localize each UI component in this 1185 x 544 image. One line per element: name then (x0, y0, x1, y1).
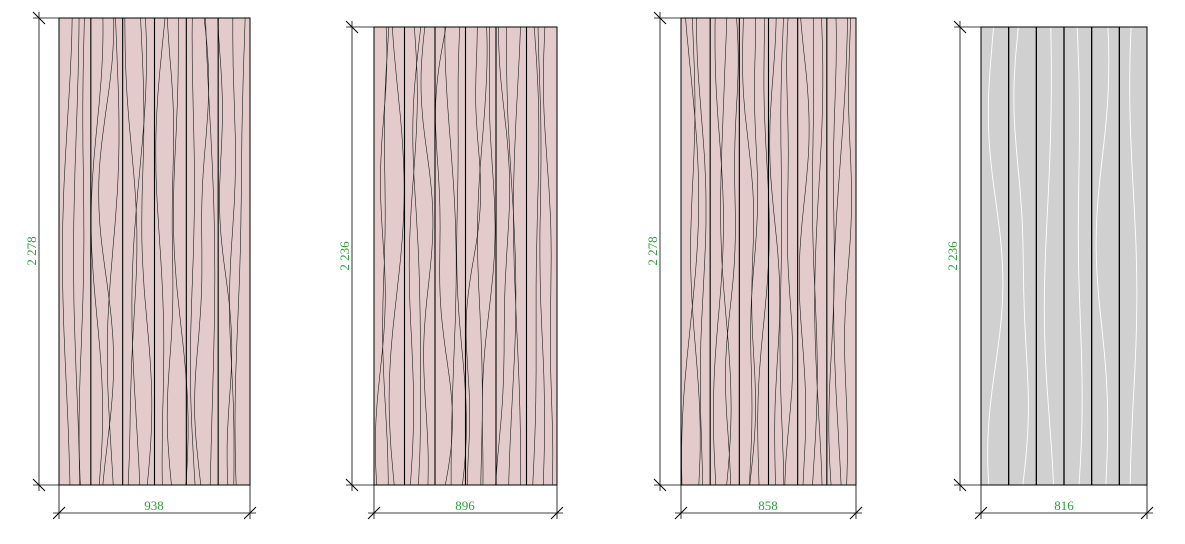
panel-3-outline (680, 17, 857, 486)
grain-line (234, 18, 246, 485)
panel-2: 2 236 896 (337, 20, 564, 520)
grain-line (681, 18, 699, 485)
grain-line (465, 27, 482, 485)
grain-line (690, 18, 701, 485)
grain-line (205, 18, 216, 485)
panel-4: 2 236 816 (945, 20, 1154, 520)
panel-4-height-label: 2 236 (945, 241, 960, 271)
grain-line (1129, 27, 1138, 485)
panel-4-width-label: 816 (1054, 498, 1074, 513)
grain-line (173, 18, 189, 485)
panel-1-height-dimension: 2 278 (24, 11, 59, 492)
panel-1-width-label: 938 (144, 498, 164, 513)
panel-4-width-dimension: 816 (974, 485, 1154, 520)
grain-line (388, 27, 405, 485)
grain-line (98, 18, 115, 485)
grain-line (532, 27, 540, 485)
panel-2-height-label: 2 236 (337, 241, 352, 271)
panel-3-width-dimension: 858 (674, 485, 863, 520)
grain-line (696, 18, 707, 485)
grain-line (769, 18, 781, 485)
grain-line (78, 18, 85, 485)
panel-4-outline (980, 26, 1148, 486)
grain-line (229, 18, 236, 485)
grain-line (1076, 27, 1083, 485)
grain-line (190, 18, 196, 485)
grain-line (720, 18, 732, 485)
grain-line (742, 18, 756, 485)
grain-line (537, 27, 545, 485)
grain-line (408, 27, 418, 485)
grain-line (749, 18, 759, 485)
grain-line (812, 18, 818, 485)
grain-line (412, 27, 422, 485)
grain-line (828, 18, 837, 485)
panel-3-height-label: 2 278 (645, 236, 660, 265)
grain-line (779, 18, 785, 485)
panel-1-height-label: 2 278 (24, 236, 39, 265)
grain-line (814, 18, 824, 485)
grain-line (1013, 27, 1029, 485)
grain-line (140, 18, 153, 485)
grain-line (217, 18, 233, 485)
grain-line (166, 18, 175, 485)
panel-3: 2 278 858 (645, 11, 863, 520)
panel-3-board-joints (709, 18, 828, 485)
grain-line (543, 27, 554, 485)
grain-line (444, 27, 457, 485)
panel-1-width-dimension: 938 (52, 485, 257, 520)
grain-line (495, 27, 510, 485)
grain-line (506, 27, 517, 485)
grain-line (456, 27, 467, 485)
grain-line (833, 18, 848, 485)
grain-line (725, 18, 739, 485)
grain-line (513, 27, 521, 485)
panel-4-grain (987, 27, 1138, 485)
panel-3-height-dimension: 2 278 (645, 11, 681, 492)
grain-line (482, 27, 496, 485)
grain-line (90, 18, 104, 485)
grain-line (844, 18, 852, 485)
grain-line (131, 18, 147, 485)
grain-line (73, 18, 81, 485)
panel-2-board-joints (403, 27, 528, 485)
grain-line (1043, 27, 1054, 485)
grain-line (124, 18, 138, 485)
panel-2-grain (375, 27, 554, 485)
grain-line (62, 18, 73, 485)
grain-line (155, 18, 166, 485)
grain-line (799, 18, 810, 485)
panel-1-board-joints (90, 18, 219, 485)
panel-3-grain (681, 18, 852, 485)
grain-line (1095, 27, 1110, 485)
panel-2-width-label: 896 (455, 498, 475, 513)
panel-4-board-joints (1008, 27, 1120, 485)
grain-line (713, 18, 724, 485)
grain-line (382, 27, 390, 485)
grain-line (107, 18, 120, 485)
panel-4-height-dimension: 2 236 (945, 20, 981, 492)
panel-2-outline (373, 26, 558, 486)
grain-line (420, 27, 434, 485)
panel-2-width-dimension: 896 (367, 485, 564, 520)
panel-1-grain (62, 18, 246, 485)
grain-line (784, 18, 794, 485)
panel-2-height-dimension: 2 236 (337, 20, 374, 492)
panel-1-outline (58, 17, 251, 486)
grain-line (987, 27, 1004, 485)
panel-3-width-label: 858 (758, 498, 778, 513)
panel-1: 2 278 938 (24, 11, 257, 520)
